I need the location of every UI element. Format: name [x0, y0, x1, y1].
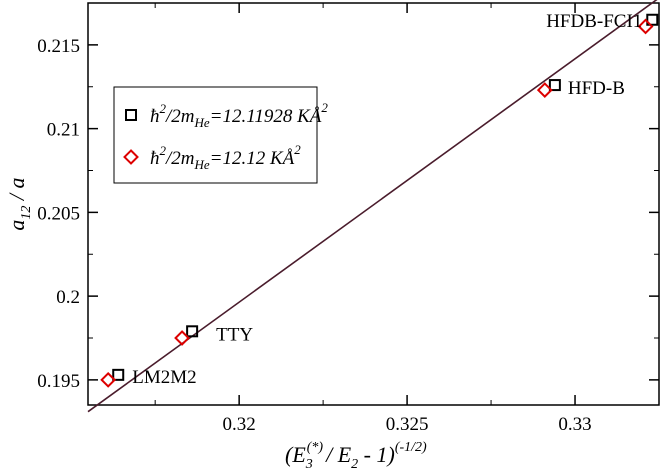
legend-label-mid: /2m	[165, 106, 195, 127]
axis-ticks: 0.32 0.325 0.33 0.195 0.2 0.205 0.21 0.215	[37, 3, 659, 435]
legend-label-sup2: 2	[294, 142, 301, 157]
x-axis-title-tail: - 1)	[358, 442, 395, 467]
legend-label-sub: He	[194, 157, 210, 172]
diamond-marker	[100, 371, 117, 388]
legend-box	[113, 86, 318, 184]
legend-label-prefix: ħ	[150, 148, 160, 169]
x-axis-title-sup2: (-1/2)	[395, 440, 427, 455]
y-axis-title-base: a	[4, 220, 29, 231]
y-axis-title: a12 / a	[4, 177, 34, 230]
y-tick-label: 0.21	[47, 120, 80, 141]
legend-label-sub: He	[194, 115, 210, 130]
square-marker	[112, 368, 125, 381]
y-tick-label: 0.215	[37, 36, 80, 57]
x-axis-title-sup1: (*)	[307, 440, 324, 455]
square-marker	[186, 325, 199, 338]
legend-label-mid: /2m	[165, 148, 195, 169]
legend-label-prefix: ħ	[150, 106, 160, 127]
diamond-marker	[174, 330, 190, 346]
point-label: TTY	[216, 324, 253, 345]
legend-label-value: =12.11928 KÅ	[210, 106, 322, 127]
point-label: HFD-B	[568, 78, 625, 99]
square-marker	[548, 79, 561, 92]
square-marker	[646, 13, 659, 26]
y-tick-label: 0.205	[37, 203, 80, 224]
x-axis-title: (E3 (*) / E2 - 1)(-1/2)	[285, 440, 427, 472]
x-axis-title-sub2: 2	[351, 457, 358, 472]
point-label: LM2M2	[132, 367, 196, 388]
x-tick-label: 0.33	[558, 414, 591, 435]
legend-label-sup: 2	[160, 143, 167, 158]
x-tick-label: 0.325	[386, 414, 429, 435]
point-labels-group: LM2M2 TTY HFD-B HFDB-FCI1	[132, 11, 642, 388]
y-tick-label: 0.2	[56, 287, 80, 308]
x-axis-title-mid: / E	[324, 442, 352, 467]
legend-square-icon	[125, 109, 137, 121]
legend-label-value: =12.12 KÅ	[210, 148, 295, 169]
x-axis-title-base: (E	[285, 442, 306, 467]
diamond-marker	[637, 18, 654, 35]
x-axis-title-sub1: 3	[305, 457, 313, 472]
legend-label: ħ2/2mHe=12.12 KÅ2	[150, 142, 301, 172]
point-label: HFDB-FCI1	[546, 11, 642, 32]
legend-diamond-icon	[123, 149, 139, 165]
x-tick-label: 0.32	[223, 414, 256, 435]
y-axis-title-sub: 12	[19, 206, 34, 220]
markers-group	[100, 13, 659, 388]
legend-label: ħ2/2mHe=12.11928 KÅ2	[150, 100, 328, 130]
legend-label-sup2: 2	[321, 100, 328, 115]
y-tick-label: 0.195	[37, 371, 80, 392]
legend-label-sup: 2	[160, 101, 167, 116]
y-axis-title-tail: / a	[4, 177, 29, 205]
diamond-marker	[536, 82, 553, 99]
